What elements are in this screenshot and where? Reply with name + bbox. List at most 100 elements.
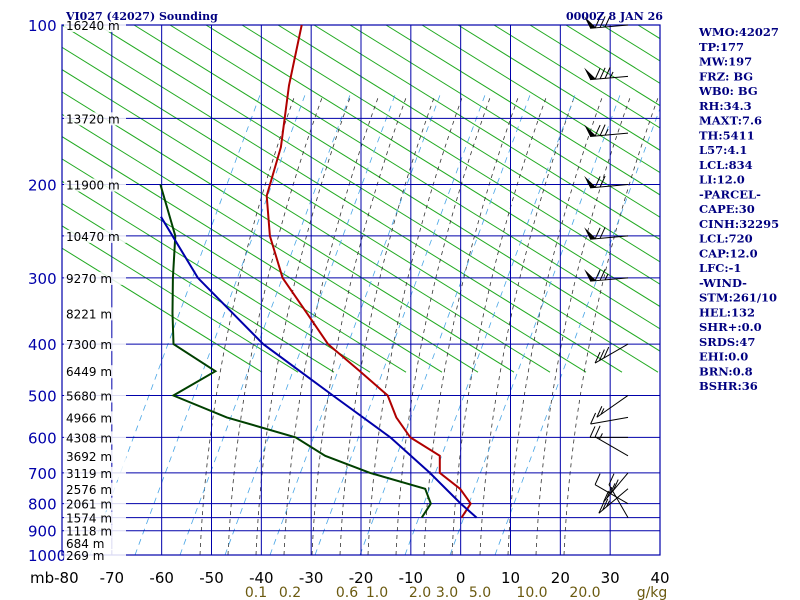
index-entry: LCL:720 <box>699 232 753 246</box>
height-label-bg <box>64 549 126 562</box>
wind-barb-feather <box>589 426 596 438</box>
dry-adiabat <box>62 180 371 373</box>
wind-barb-feather <box>594 473 601 485</box>
height-label-bg <box>64 178 126 192</box>
wind-barb-feather <box>594 351 601 364</box>
mixing-ratio-line <box>269 94 441 555</box>
mixing-ratio-label: 0.2 <box>279 585 301 600</box>
wind-barb <box>608 473 629 518</box>
wind-barb-feather <box>612 479 619 491</box>
wind-barb-feather <box>604 15 611 28</box>
index-entry: -PARCEL- <box>699 187 761 201</box>
dry-adiabat <box>782 25 800 372</box>
wind-barb <box>603 472 629 503</box>
index-entry: CAPE:30 <box>699 202 755 216</box>
mixing-ratio-label: 0.1 <box>245 585 267 600</box>
temperature-tick-label: -50 <box>199 569 224 587</box>
index-entry: BSHR:36 <box>699 379 758 393</box>
pressure-tick-label: 900 <box>28 523 57 541</box>
height-label-bg <box>64 112 126 126</box>
wind-barb-feather <box>609 483 616 495</box>
wind-barb <box>598 488 629 514</box>
height-label: 1574 m <box>66 512 112 526</box>
temperature-tick-label: 10 <box>501 569 520 587</box>
height-label-bg <box>64 449 126 463</box>
temperature-tick-label: -30 <box>299 569 324 587</box>
wind-barb-pennant <box>584 124 597 137</box>
temperature-tick-label: 0 <box>456 569 466 587</box>
height-label-bg <box>64 497 126 511</box>
wind-barb-pennant <box>584 67 597 80</box>
height-label-bg <box>64 307 126 321</box>
wind-barb-feather <box>603 346 610 359</box>
pressure-tick-label: 800 <box>28 496 57 514</box>
wind-barb-feather <box>604 67 611 79</box>
wind-barb-feather <box>599 269 606 281</box>
station-title: VI027 (42027) Sounding <box>65 10 218 23</box>
index-entry: CAP:12.0 <box>699 246 758 260</box>
grid-lines <box>61 24 661 556</box>
sounding-line <box>265 25 472 519</box>
height-label-bg <box>64 229 126 243</box>
moist-adiabat <box>339 94 436 555</box>
wind-barb-staff <box>596 395 629 418</box>
wind-barb-feather <box>598 502 605 514</box>
wind-barb-feather <box>599 227 606 239</box>
height-label: 3692 m <box>66 450 112 464</box>
index-entry: SRDS:47 <box>699 335 755 349</box>
wind-barb-feather <box>599 67 606 80</box>
wind-barb-feather <box>594 16 601 29</box>
mixing-ratio-line <box>224 94 396 555</box>
index-entry: -WIND- <box>699 276 747 290</box>
index-entry: STM:261/10 <box>699 291 777 305</box>
wind-barb-half-feather <box>609 71 614 79</box>
height-label: 13720 m <box>66 112 120 126</box>
wind-barbs <box>584 15 629 518</box>
dry-adiabat <box>241 25 660 285</box>
mixing-ratio-label: 10.0 <box>516 585 547 600</box>
wind-barb-staff <box>590 75 629 81</box>
temperature-tick-label: -70 <box>100 569 125 587</box>
wind-barb-half-feather <box>598 433 603 440</box>
wind-barb <box>584 15 629 29</box>
wind-barb <box>594 425 629 457</box>
dry-adiabat <box>133 25 660 352</box>
wind-barb-feather <box>608 473 615 485</box>
wind-barb-feather <box>594 425 601 438</box>
height-label-bg <box>64 411 126 425</box>
pressure-tick-label: 100 <box>28 17 57 35</box>
dry-adiabat <box>457 25 660 151</box>
index-entry: BRN:0.8 <box>699 364 753 378</box>
wind-barb-staff <box>598 488 629 514</box>
index-entry: L57:4.1 <box>699 143 747 157</box>
index-entry: TP:177 <box>699 40 744 54</box>
temperature-tick-label: -10 <box>399 569 424 587</box>
dry-adiabat <box>62 247 263 373</box>
mixing-ratio-line <box>359 94 531 555</box>
wind-barb-feather <box>602 498 609 511</box>
wind-barb-feather <box>594 227 601 239</box>
index-entry: HEL:132 <box>699 305 755 319</box>
background-lines <box>62 25 800 555</box>
height-label-bg <box>64 482 126 496</box>
wind-barb-staff <box>590 416 629 425</box>
temperature-tick-label: -20 <box>349 569 374 587</box>
wind-barb <box>584 175 629 189</box>
mixing-ratio-line <box>179 94 351 555</box>
dry-adiabat <box>529 25 660 107</box>
wind-barb-staff <box>594 484 629 505</box>
index-entry: EHI:0.0 <box>699 350 748 364</box>
wind-barb-staff <box>590 132 629 137</box>
dry-adiabat <box>62 225 299 373</box>
wind-barb-pennant <box>584 175 597 188</box>
height-label-bg <box>64 524 126 538</box>
wind-barb-half-feather <box>600 408 605 415</box>
wind-barb-feather <box>594 124 601 137</box>
pressure-tick-label: 600 <box>28 429 57 447</box>
wind-barb <box>584 67 629 81</box>
dry-adiabat <box>205 25 660 308</box>
wind-barb <box>594 343 629 364</box>
wind-barb-feather <box>599 124 606 136</box>
pressure-tick-label: 200 <box>28 177 57 195</box>
